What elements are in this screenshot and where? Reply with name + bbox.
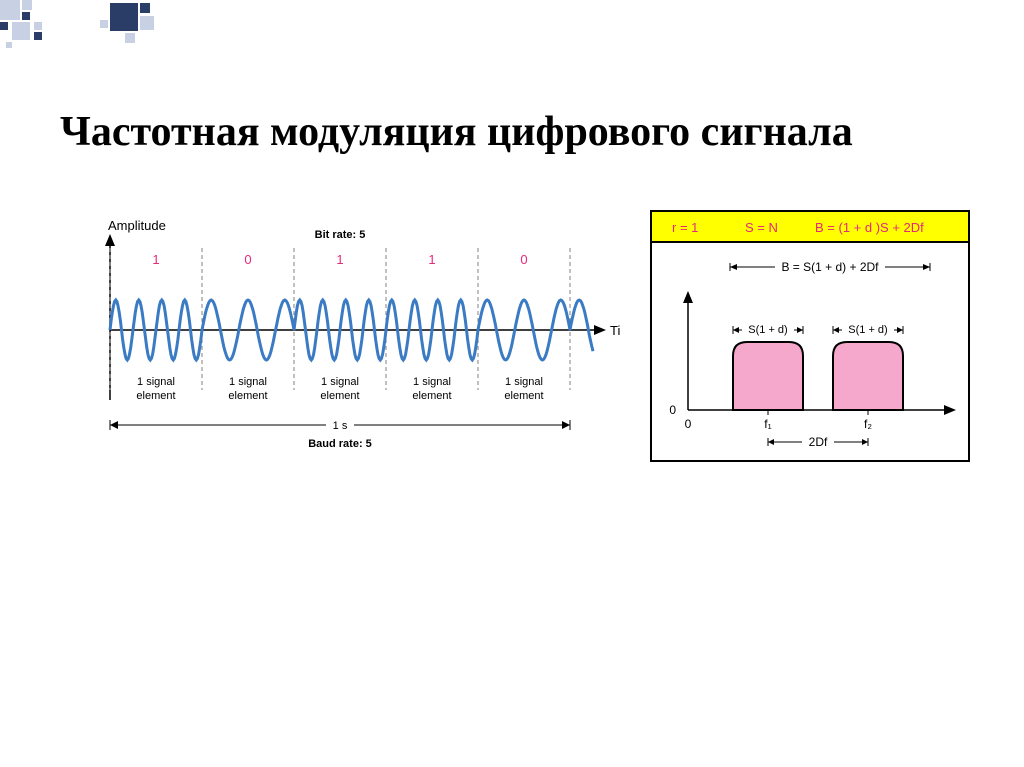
svg-text:element: element — [320, 390, 359, 402]
svg-text:0: 0 — [520, 252, 527, 267]
svg-text:r = 1: r = 1 — [672, 220, 698, 235]
wave-svg: Amplitude Time Bit rate: 5 1 0 1 1 0 1 signal ele… — [60, 210, 620, 480]
svg-text:0: 0 — [244, 252, 251, 267]
svg-text:0: 0 — [669, 403, 676, 417]
svg-text:1: 1 — [336, 252, 343, 267]
svg-text:0: 0 — [685, 417, 692, 431]
svg-text:element: element — [412, 390, 451, 402]
spectrum-svg: r = 1 S = N B = (1 + d )S + 2Df B = S(1 + d… — [650, 210, 970, 480]
svg-text:2Df: 2Df — [809, 435, 828, 449]
diagrams-row: Amplitude Time Bit rate: 5 1 0 1 1 0 1 signal ele… — [60, 210, 970, 485]
svg-text:1 signal: 1 signal — [137, 376, 175, 388]
svg-text:Bit rate: 5: Bit rate: 5 — [315, 229, 366, 241]
svg-text:1: 1 — [152, 252, 159, 267]
spectrum-diagram: r = 1 S = N B = (1 + d )S + 2Df B = S(1 + d… — [650, 210, 970, 485]
svg-text:S(1 + d): S(1 + d) — [748, 324, 787, 336]
svg-text:1 signal: 1 signal — [229, 376, 267, 388]
page-title: Частотная модуляция цифрового сигнала — [60, 108, 853, 156]
svg-text:1 signal: 1 signal — [321, 376, 359, 388]
decoration-svg — [0, 0, 160, 52]
svg-text:S = N: S = N — [745, 220, 778, 235]
svg-text:element: element — [228, 390, 267, 402]
svg-text:f₁: f₁ — [764, 417, 771, 431]
svg-text:Amplitude: Amplitude — [108, 218, 166, 233]
svg-text:f₂: f₂ — [864, 417, 872, 431]
svg-text:1 signal: 1 signal — [413, 376, 451, 388]
svg-text:element: element — [504, 390, 543, 402]
svg-text:element: element — [136, 390, 175, 402]
corner-decoration — [0, 0, 160, 57]
svg-text:Time: Time — [610, 323, 620, 338]
wave-diagram: Amplitude Time Bit rate: 5 1 0 1 1 0 1 signal ele… — [60, 210, 620, 485]
svg-text:Baud rate: 5: Baud rate: 5 — [308, 438, 372, 450]
svg-text:1: 1 — [428, 252, 435, 267]
svg-text:1 s: 1 s — [333, 420, 348, 432]
svg-text:1 signal: 1 signal — [505, 376, 543, 388]
svg-text:S(1 + d): S(1 + d) — [848, 324, 887, 336]
svg-text:B = S(1 + d) + 2Df: B = S(1 + d) + 2Df — [781, 260, 879, 274]
svg-text:B = (1 + d )S + 2Df: B = (1 + d )S + 2Df — [815, 220, 924, 235]
